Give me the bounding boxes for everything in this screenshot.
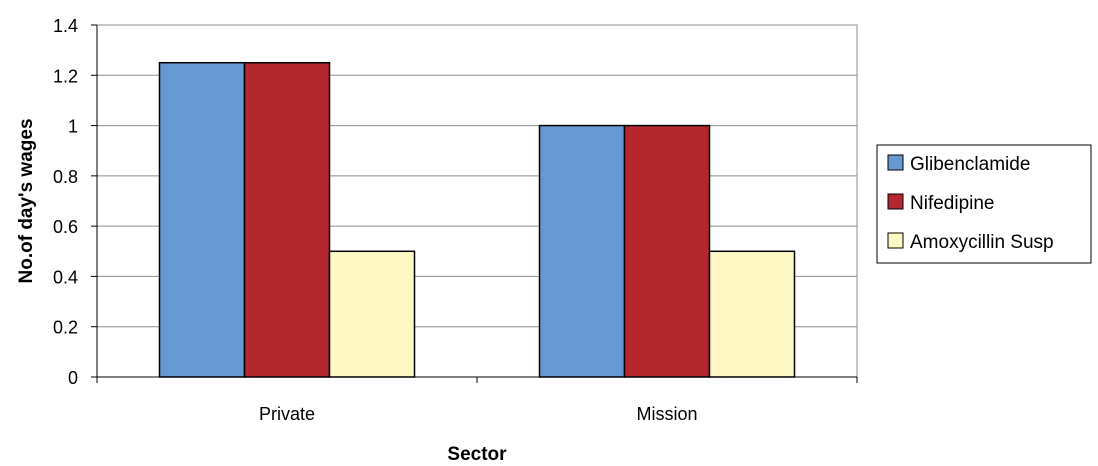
y-tick-label: 0.8 xyxy=(53,167,78,187)
bars xyxy=(158,61,796,378)
bar-nifedipine-mission xyxy=(623,124,711,378)
y-tick-label: 1.2 xyxy=(53,66,78,86)
y-tick-label: 1 xyxy=(68,117,78,137)
bar-amoxycillin-susp-private xyxy=(328,250,416,378)
y-axis-title: No.of day's wages xyxy=(16,118,37,283)
axes xyxy=(91,24,858,383)
bar-amoxycillin-susp-mission xyxy=(708,250,796,378)
y-tick-label: 0.2 xyxy=(53,318,78,338)
legend-label: Amoxycillin Susp xyxy=(910,232,1054,253)
x-axis-title: Sector xyxy=(447,444,507,465)
x-tick-label: Private xyxy=(259,404,315,424)
legend-box xyxy=(876,144,1092,264)
x-tick-labels: Private Mission xyxy=(259,404,698,424)
legend: Glibenclamide Nifedipine Amoxycillin Susp xyxy=(876,144,1092,264)
y-tick-label: 0.4 xyxy=(53,267,78,287)
y-tick-label: 1.4 xyxy=(53,16,78,36)
legend-label: Nifedipine xyxy=(910,193,995,214)
bar-nifedipine-private xyxy=(243,61,331,378)
legend-label: Glibenclamide xyxy=(910,154,1030,175)
bar-glibenclamide-mission xyxy=(538,124,626,378)
legend-swatch xyxy=(887,154,904,171)
legend-swatch xyxy=(887,232,904,249)
y-tick-labels: 0 0.2 0.4 0.6 0.8 1 1.2 1.4 xyxy=(53,16,78,388)
y-tick-label: 0.6 xyxy=(53,217,78,237)
y-tick-label: 0 xyxy=(68,368,78,388)
x-tick-label: Mission xyxy=(636,404,697,424)
bar-glibenclamide-private xyxy=(158,61,246,378)
legend-swatch xyxy=(887,193,904,210)
